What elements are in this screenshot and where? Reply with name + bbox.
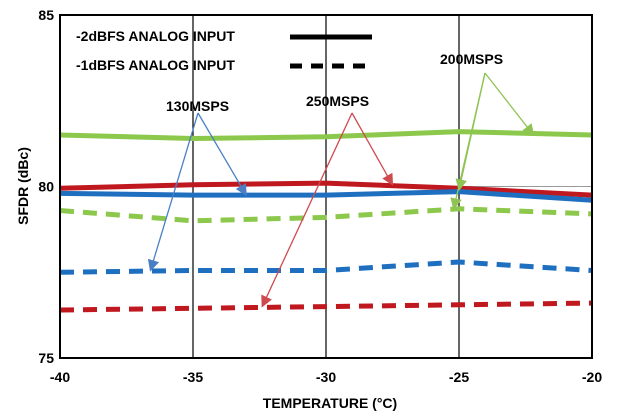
annotation-arrows (147, 72, 535, 308)
series-line-130msps-dashed (59, 259, 593, 275)
x-tick-label: -40 (50, 369, 70, 385)
y-tick-label: 75 (38, 350, 54, 366)
legend: -2dBFS ANALOG INPUT -1dBFS ANALOG INPUT (76, 28, 372, 73)
series-line-250msps-dashed (59, 300, 593, 313)
series-line-200msps-dashed (59, 206, 593, 224)
legend-dashed-label: -1dBFS ANALOG INPUT (76, 57, 235, 73)
x-tick-label: -30 (316, 369, 336, 385)
x-axis-label: TEMPERATURE (°C) (263, 395, 397, 411)
series-line-250msps-solid (59, 180, 593, 198)
series-line-130msps-solid (59, 189, 593, 203)
legend-solid-label: -2dBFS ANALOG INPUT (76, 28, 235, 44)
y-axis-label: SFDR (dBc) (15, 147, 31, 225)
annotation-250msps: 250MSPS (306, 93, 369, 109)
x-tick-label: -25 (449, 369, 469, 385)
annotation-arrow-130msps (147, 112, 199, 272)
annotation-arrow-200msps (484, 72, 535, 136)
y-tick-label: 85 (38, 7, 54, 23)
x-tick-label: -35 (183, 369, 203, 385)
x-tick-label: -20 (582, 369, 602, 385)
annotation-130msps: 130MSPS (166, 98, 229, 114)
plot-frame (59, 14, 593, 359)
annotation-arrow-250msps (351, 112, 394, 186)
annotation-arrow-130msps (197, 112, 247, 197)
y-tick-label: 80 (38, 179, 54, 195)
annotation-200msps: 200MSPS (440, 51, 503, 67)
tick-layer: -40 -35 -30 -25 -20 75 80 85 (38, 7, 602, 385)
series-layer (59, 129, 593, 313)
series-line-200msps-solid (59, 129, 593, 141)
annotation-arrow-200msps (450, 72, 486, 210)
annotation-arrow-250msps (261, 112, 353, 308)
